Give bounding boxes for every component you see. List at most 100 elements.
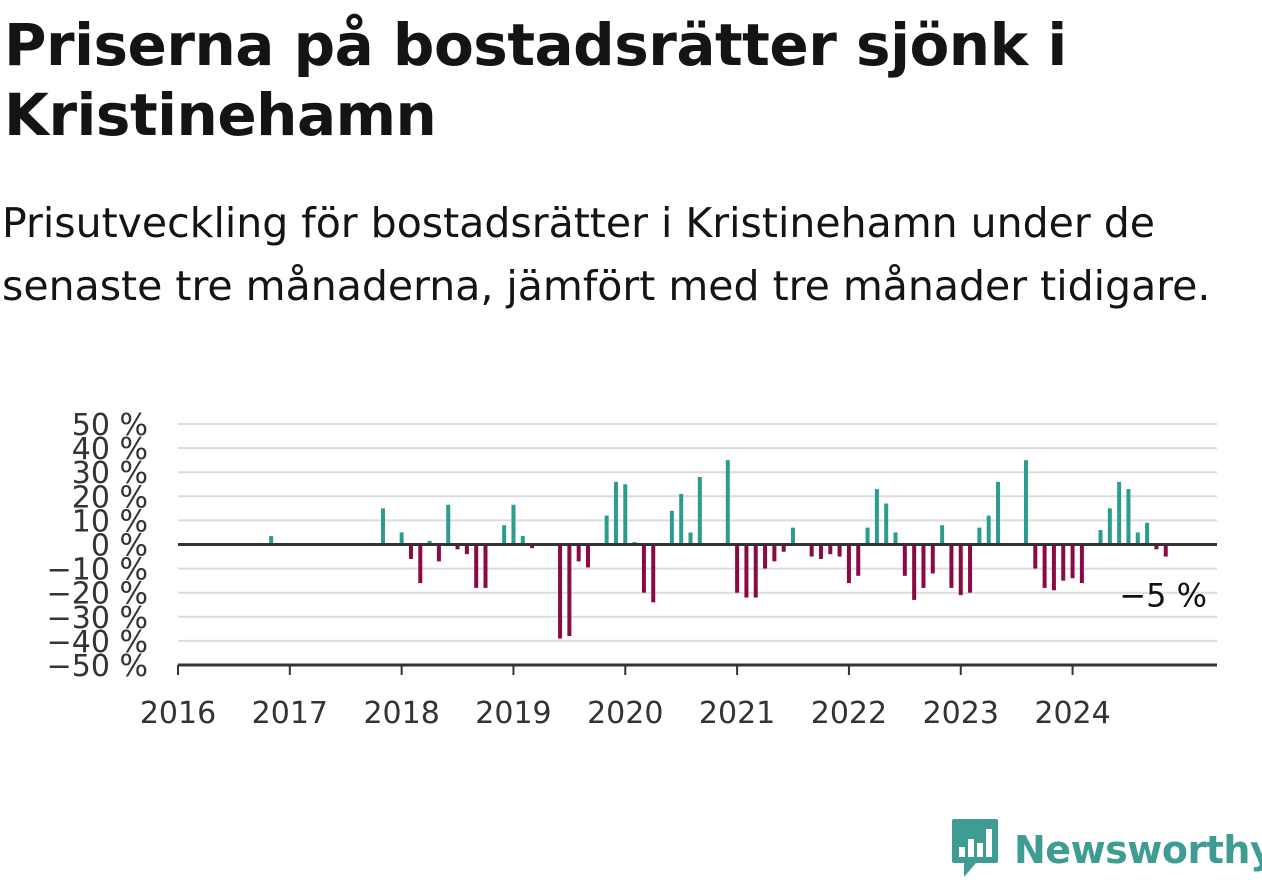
chart-subtitle: Prisutveckling för bostadsrätter i Krist…	[2, 199, 1211, 310]
bar	[921, 544, 926, 588]
last-value-annotation: −5 %	[1119, 577, 1207, 615]
bar	[641, 544, 646, 593]
bar	[791, 527, 796, 545]
bar	[697, 477, 702, 545]
bar	[772, 544, 777, 562]
y-tick-label: 0 %	[91, 529, 148, 564]
y-tick-label: 40 %	[72, 432, 148, 467]
y-tick-label: −10 %	[47, 553, 148, 588]
bar	[558, 544, 563, 639]
bar	[958, 544, 963, 596]
bar	[828, 544, 833, 555]
y-axis-tick-labels: 50 %40 %30 %20 %10 %0 %−10 %−20 %−30 %−4…	[47, 408, 148, 684]
bar	[818, 544, 823, 559]
x-tick-label: 2023	[923, 696, 999, 731]
bar	[902, 544, 907, 576]
x-tick-label: 2021	[699, 696, 775, 731]
bar	[977, 527, 982, 545]
bar	[613, 481, 618, 545]
bar	[408, 544, 413, 559]
x-axis-ticks: 2016 2017 2018 2019 2020 2021 2022 2023 2024	[140, 665, 1111, 731]
bar	[1107, 508, 1112, 545]
bar	[1135, 532, 1140, 545]
bar	[1098, 530, 1103, 545]
y-tick-label: −20 %	[47, 577, 148, 612]
bar	[949, 544, 954, 588]
bar	[1061, 544, 1066, 581]
bar	[576, 544, 581, 562]
bar	[846, 544, 851, 584]
bars	[269, 460, 1168, 639]
x-tick-label: 2020	[587, 696, 663, 731]
bar	[884, 503, 889, 545]
bar	[269, 536, 274, 545]
bar-chart: 50 %40 %30 %20 %10 %0 %−10 %−20 %−30 %−4…	[47, 408, 1217, 731]
y-tick-label: 30 %	[72, 456, 148, 491]
bar	[1042, 544, 1047, 588]
bar	[427, 540, 432, 545]
bar	[763, 544, 768, 569]
bar	[968, 544, 973, 593]
bar	[1079, 544, 1084, 584]
bar	[930, 544, 935, 574]
bar	[651, 544, 656, 603]
y-tick-label: 50 %	[72, 408, 148, 443]
y-tick-label: −30 %	[47, 601, 148, 636]
bar	[399, 532, 404, 545]
x-tick-label: 2024	[1034, 696, 1110, 731]
bar	[567, 544, 572, 637]
y-tick-label: 10 %	[72, 504, 148, 539]
bar	[837, 544, 842, 557]
bar	[856, 544, 861, 576]
bar	[986, 515, 991, 545]
bar	[679, 493, 684, 545]
y-tick-label: −50 %	[47, 649, 148, 684]
bar	[1033, 544, 1038, 569]
bar	[1154, 544, 1159, 550]
x-tick-label: 2022	[811, 696, 887, 731]
chart-title: Priserna på bostadsrätter sjönk i Kristi…	[4, 11, 1067, 149]
bar	[436, 544, 441, 562]
bar	[1117, 481, 1122, 545]
bar	[688, 532, 693, 545]
bar	[455, 544, 460, 550]
brand-name: Newsworthy	[1014, 828, 1262, 872]
y-tick-label: 20 %	[72, 480, 148, 515]
x-tick-label: 2016	[140, 696, 216, 731]
bar	[735, 544, 740, 593]
bar	[1126, 489, 1131, 545]
bar	[1145, 522, 1150, 545]
bar	[586, 544, 591, 568]
x-tick-label: 2019	[475, 696, 551, 731]
bar	[744, 544, 749, 598]
newsworthy-logo: Newsworthy	[950, 817, 1262, 883]
bar	[1023, 460, 1028, 545]
bar	[483, 544, 488, 588]
bar-chart-speech-bubble-icon	[950, 817, 1000, 883]
bar	[669, 510, 674, 545]
bar	[809, 544, 814, 557]
bar	[725, 460, 730, 545]
bar	[865, 527, 870, 545]
bar	[893, 532, 898, 545]
bar	[753, 544, 758, 598]
bar	[912, 544, 917, 600]
x-tick-label: 2017	[252, 696, 328, 731]
bar	[530, 544, 535, 549]
bar	[940, 525, 945, 545]
bar	[520, 536, 525, 545]
bar	[604, 515, 609, 545]
y-tick-label: −40 %	[47, 625, 148, 660]
bar	[1051, 544, 1056, 591]
x-tick-label: 2018	[363, 696, 439, 731]
bar	[996, 481, 1001, 545]
bar	[874, 489, 879, 545]
bar	[502, 525, 507, 545]
bar	[511, 504, 516, 545]
bar	[1070, 544, 1075, 579]
bar	[381, 508, 386, 545]
bar	[446, 504, 451, 545]
bar	[1163, 544, 1168, 557]
bar	[623, 484, 628, 545]
bar	[418, 544, 423, 584]
